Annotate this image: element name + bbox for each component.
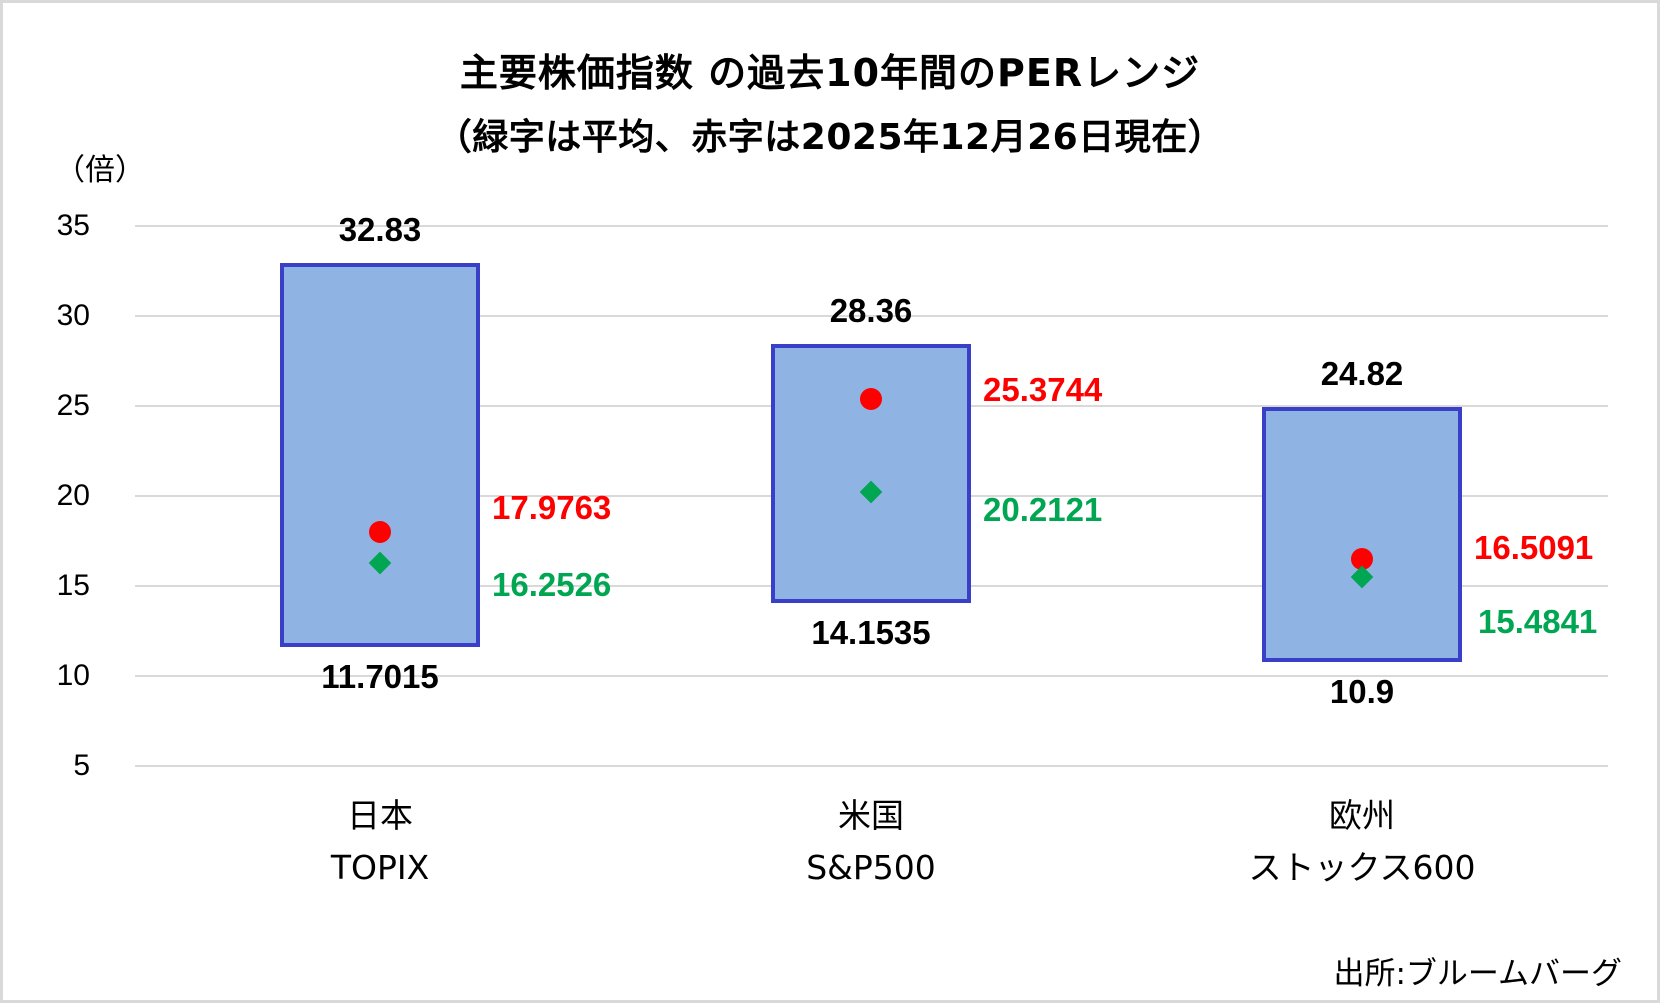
gridline — [135, 225, 1608, 227]
y-tick-label: 15 — [56, 569, 90, 602]
x-category-label: 日本 TOPIX — [331, 790, 429, 894]
y-tick-label: 25 — [56, 389, 90, 422]
current-value-label: 17.9763 — [492, 489, 612, 526]
min-value-label: 11.7015 — [321, 658, 439, 696]
chart-title: 主要株価指数 の過去10年間のPERレンジ — [459, 51, 1201, 95]
current-value-label: 25.3744 — [983, 371, 1103, 408]
chart-subtitle: （緑字は平均、赤字は2025年12月26日現在） — [435, 117, 1225, 158]
y-tick-label: 35 — [56, 209, 90, 242]
x-category-label: 米国 S&P500 — [806, 790, 936, 894]
current-value-marker — [860, 388, 882, 411]
min-value-label: 14.1535 — [811, 614, 931, 652]
current-value-marker — [369, 521, 391, 544]
category-index-name: TOPIX — [330, 848, 430, 887]
max-value-label: 24.82 — [1320, 355, 1404, 393]
range-box-1 — [280, 263, 480, 648]
gridline — [135, 765, 1608, 767]
y-tick-label: 30 — [56, 299, 90, 332]
y-axis-unit-label: （倍） — [55, 153, 145, 188]
range-box-2 — [771, 343, 971, 604]
category-region: 日本 — [347, 796, 413, 835]
category-index-name: S&P500 — [806, 848, 936, 887]
average-value-label: 15.4841 — [1478, 603, 1598, 640]
category-region: 欧州 — [1329, 796, 1395, 835]
source-note: 出所:ブルームバーグ — [1333, 956, 1622, 992]
category-region: 米国 — [837, 796, 904, 835]
max-value-label: 28.36 — [829, 291, 913, 329]
gridline — [135, 315, 1608, 317]
y-tick-label: 5 — [73, 749, 90, 782]
average-value-label: 20.2121 — [983, 491, 1103, 528]
y-tick-label: 10 — [56, 659, 90, 692]
x-category-label: 欧州ストックス600 — [1249, 790, 1476, 894]
y-tick-label: 20 — [56, 479, 90, 512]
current-value-label: 16.5091 — [1474, 529, 1594, 566]
current-value-marker — [1351, 547, 1373, 570]
range-box-3 — [1262, 407, 1462, 662]
category-index-name: ストックス600 — [1248, 848, 1476, 887]
average-value-label: 16.2526 — [492, 566, 612, 603]
gridline — [135, 675, 1608, 677]
min-value-label: 10.9 — [1329, 672, 1395, 710]
max-value-label: 32.83 — [338, 211, 422, 249]
